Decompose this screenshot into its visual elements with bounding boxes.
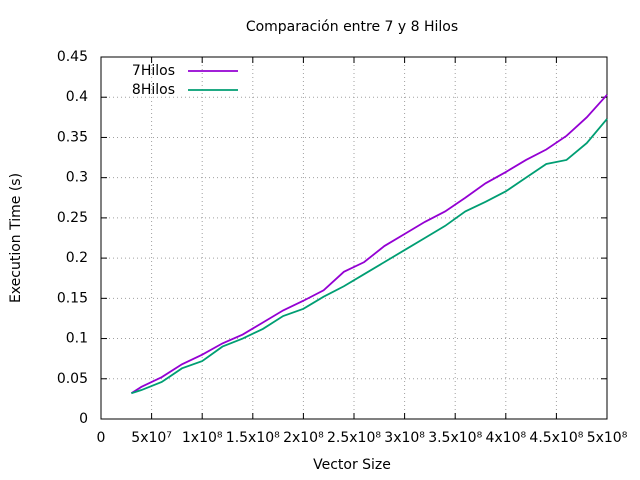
chart-title: Comparación entre 7 y 8 Hilos	[246, 19, 458, 35]
x-tick-label: 5x10⁸	[587, 430, 628, 446]
y-tick-label: 0.45	[57, 49, 88, 65]
y-tick-label: 0.05	[57, 371, 88, 387]
legend-label: 8Hilos	[132, 82, 175, 98]
x-tick-label: 0	[97, 430, 106, 446]
x-tick-label: 3x10⁸	[384, 430, 425, 446]
y-tick-label: 0	[79, 411, 88, 427]
y-tick-label: 0.15	[57, 290, 88, 306]
x-tick-label: 4.5x10⁸	[529, 430, 583, 446]
series-line	[131, 118, 608, 395]
y-tick-label: 0.25	[57, 210, 88, 226]
x-tick-label: 1x10⁸	[182, 430, 223, 446]
y-tick-label: 0.3	[66, 170, 88, 186]
plot-frame	[100, 56, 608, 420]
series-line	[130, 94, 608, 395]
x-tick-label: 1.5x10⁸	[226, 430, 280, 446]
x-tick-label: 5x10⁷	[131, 430, 172, 446]
legend-label: 7Hilos	[132, 63, 175, 79]
x-tick-label: 3.5x10⁸	[428, 430, 482, 446]
x-axis-label: Vector Size	[313, 457, 391, 473]
y-tick-label: 0.4	[66, 89, 88, 105]
x-tick-label: 4x10⁸	[485, 430, 526, 446]
y-tick-label: 0.1	[66, 331, 88, 347]
y-tick-label: 0.35	[57, 129, 88, 145]
y-axis-label: Execution Time (s)	[8, 173, 24, 303]
x-tick-label: 2.5x10⁸	[327, 430, 381, 446]
x-tick-label: 2x10⁸	[283, 430, 324, 446]
y-tick-label: 0.2	[66, 250, 88, 266]
